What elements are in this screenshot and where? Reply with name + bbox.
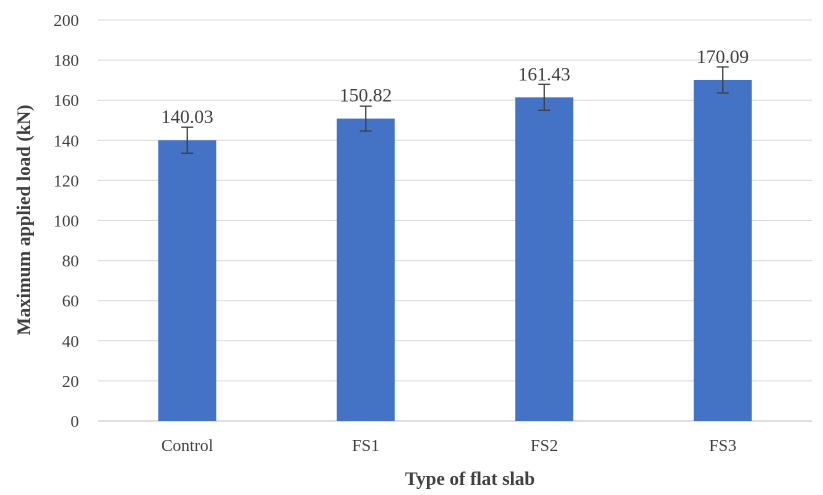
error-bar: [359, 105, 372, 132]
y-axis-ticks: 0 20 40 60 80 100 120 140 160 180 200: [54, 11, 80, 431]
y-tick-label: 60: [62, 292, 79, 311]
data-label: 150.82: [340, 86, 392, 107]
y-tick-label: 160: [54, 91, 80, 110]
data-label: 140.03: [161, 107, 213, 128]
x-tick-label: FS3: [709, 436, 736, 455]
x-axis-categories: Control FS1 FS2 FS3: [161, 436, 736, 455]
y-tick-label: 120: [54, 171, 80, 190]
x-tick-label: FS2: [531, 436, 558, 455]
gridlines: [98, 19, 812, 422]
x-axis-title: Type of flat slab: [405, 469, 535, 490]
bar: [693, 79, 752, 422]
data-labels: 140.03 150.82 161.43 170.09: [161, 47, 749, 128]
y-tick-label: 80: [62, 252, 79, 271]
y-tick-label: 200: [54, 11, 80, 30]
y-tick-label: 40: [62, 332, 79, 351]
y-tick-label: 0: [71, 412, 80, 431]
bar: [336, 118, 395, 422]
bars: [158, 79, 752, 422]
bar: [158, 140, 217, 421]
x-tick-label: FS1: [352, 436, 379, 455]
error-bars: [181, 66, 729, 154]
y-tick-label: 20: [62, 372, 79, 391]
y-axis-title: Maximum applied load (kN): [14, 105, 35, 336]
y-tick-label: 140: [54, 131, 80, 150]
y-tick-label: 100: [54, 212, 80, 231]
x-tick-label: Control: [161, 436, 213, 455]
data-label: 161.43: [518, 64, 570, 85]
data-label: 170.09: [697, 47, 749, 68]
error-bar: [716, 66, 729, 94]
error-bar: [538, 83, 551, 112]
bar: [515, 97, 574, 421]
y-tick-label: 180: [54, 51, 80, 70]
error-bar: [181, 126, 194, 154]
